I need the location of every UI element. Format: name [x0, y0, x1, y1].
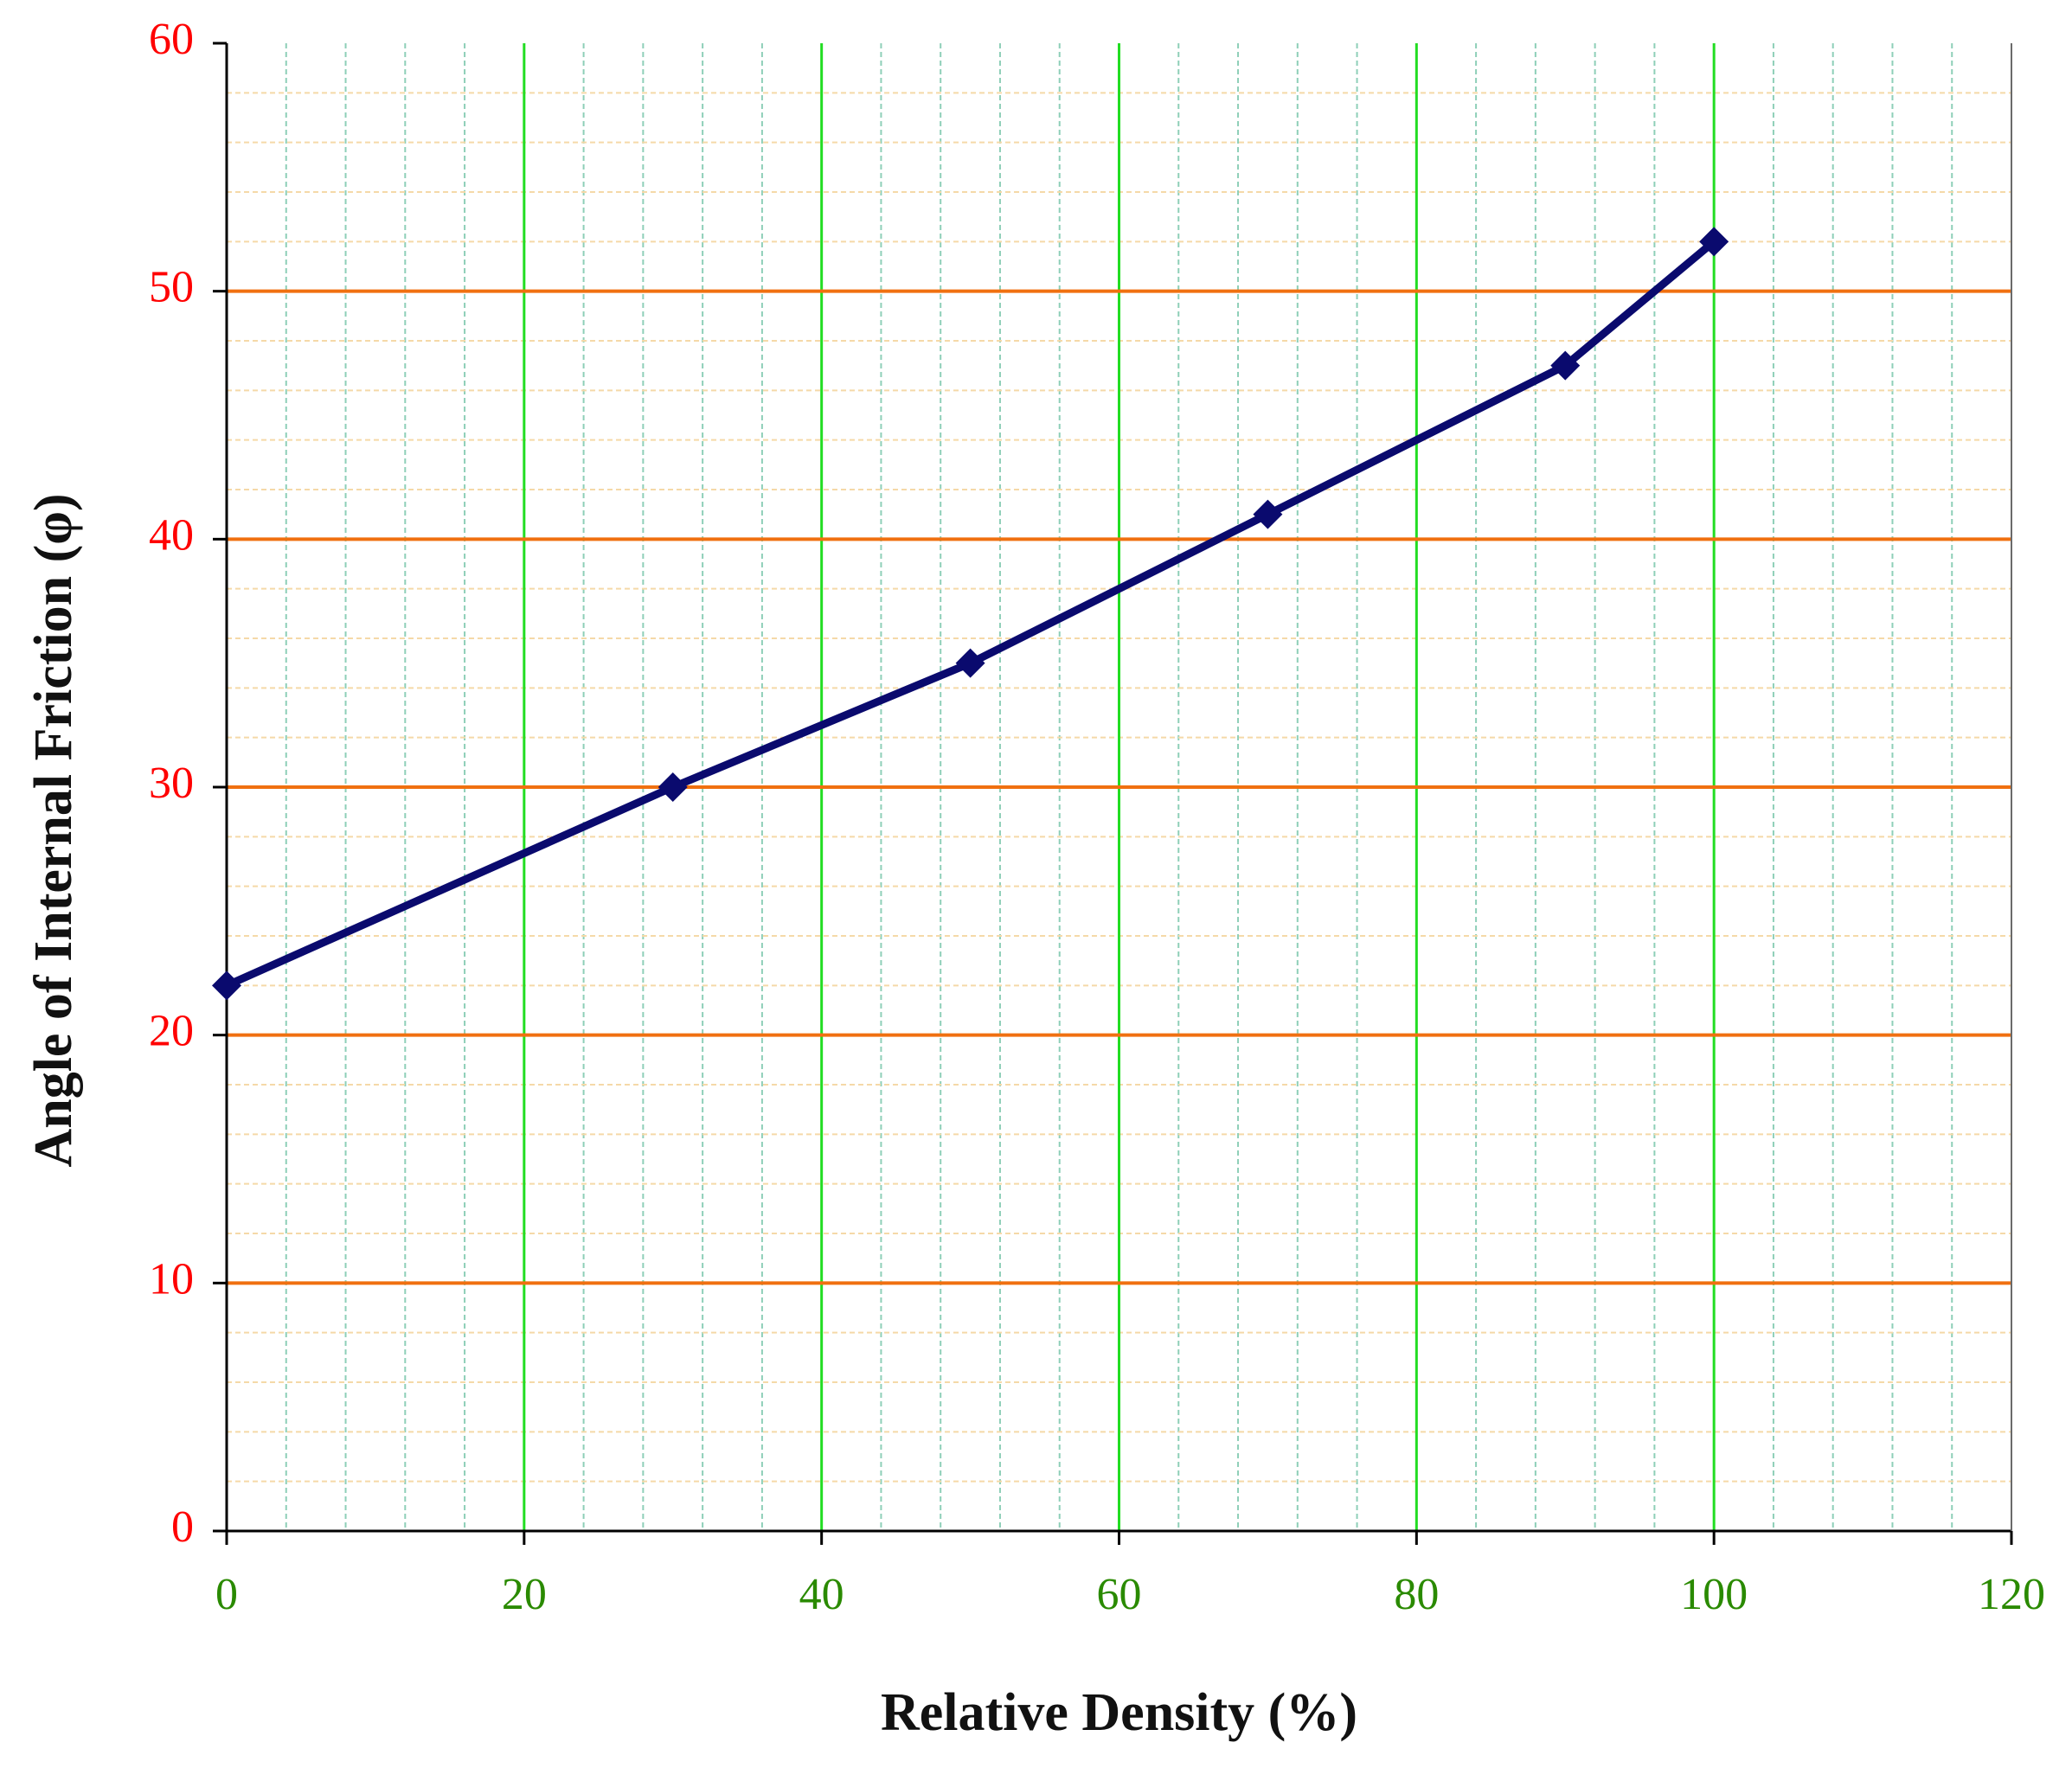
y-tick-label: 20 [149, 1007, 194, 1056]
major-grid [227, 43, 2011, 1531]
data-point [1699, 227, 1729, 257]
y-tick-label: 60 [149, 15, 194, 64]
y-axis-title: Angle of Internal Friction (φ) [24, 493, 83, 1167]
x-axis-title: Relative Density (%) [881, 1683, 1357, 1742]
x-tick-label: 60 [1097, 1570, 1142, 1619]
y-tick-label: 50 [149, 263, 194, 312]
data-point [955, 648, 985, 678]
y-tick-label: 30 [149, 759, 194, 808]
data-point [212, 970, 241, 1001]
data-point [1253, 499, 1283, 529]
x-tick-label: 20 [502, 1570, 547, 1619]
x-tick-labels: 0 20 40 60 80 100 120 [215, 1570, 2045, 1619]
y-tick-labels: 0 10 20 30 40 50 60 [149, 15, 194, 1552]
x-tick-label: 100 [1680, 1570, 1748, 1619]
axes [213, 42, 2013, 1545]
y-tick-label: 40 [149, 510, 194, 560]
data-point [1550, 350, 1581, 381]
x-tick-label: 80 [1394, 1570, 1439, 1619]
x-tick-label: 120 [1978, 1570, 2045, 1619]
x-tick-label: 40 [799, 1570, 844, 1619]
series-layer [212, 227, 1729, 1001]
y-tick-label: 0 [171, 1502, 194, 1552]
x-tick-label: 0 [215, 1570, 238, 1619]
y-tick-label: 10 [149, 1254, 194, 1304]
data-point [658, 772, 688, 802]
series-line [222, 237, 1718, 990]
